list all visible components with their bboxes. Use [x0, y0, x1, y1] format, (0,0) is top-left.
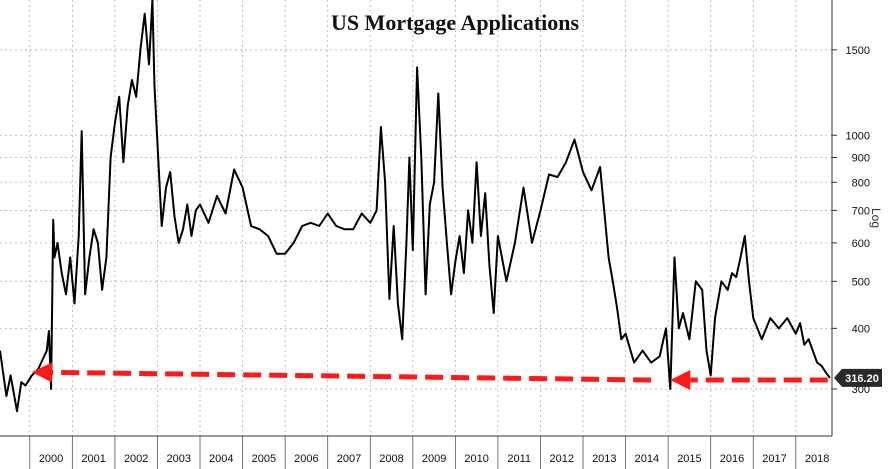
- y-tick-label: 800: [852, 177, 870, 189]
- y-tick-label: 900: [852, 152, 870, 164]
- red-arrow-line-0: [51, 369, 652, 383]
- x-tick-label: 2001: [81, 453, 105, 465]
- x-tick-label: 2013: [592, 453, 616, 465]
- x-tick-label: 2012: [550, 453, 574, 465]
- x-tick-label: 2000: [39, 453, 63, 465]
- x-tick-label: 2011: [507, 453, 531, 465]
- last-value-label: 316.20: [845, 373, 879, 385]
- series-line-0: [0, 0, 831, 413]
- x-tick-label: 2004: [209, 453, 233, 465]
- x-tick-label: 2003: [166, 453, 190, 465]
- x-tick-labels: 2000 2001 2002 2003 2004 2005 2006 2007 2008 2009…: [29, 436, 829, 469]
- y-tick-labels: 300 400 500 600 700 800 900 1000 1500: [832, 45, 870, 396]
- x-tick-label: 2014: [635, 453, 659, 465]
- x-tick-label: 2010: [464, 453, 488, 465]
- x-tick-label: 2009: [422, 453, 446, 465]
- x-tick-label: 2002: [124, 453, 148, 465]
- x-tick-label: 2008: [379, 453, 403, 465]
- y-tick-label: 400: [852, 323, 870, 335]
- x-tick-label: 2017: [762, 453, 786, 465]
- red-arrowhead-1: [670, 370, 691, 391]
- annotation-layer: [31, 362, 828, 391]
- last-value-badge: 316.20: [834, 368, 882, 387]
- y-axis-label: Log: [869, 208, 883, 228]
- x-tick-label: 2015: [677, 453, 701, 465]
- axis-layer: [0, 0, 833, 437]
- chart-title: US Mortgage Applications: [331, 10, 580, 35]
- x-tick-label: 2016: [720, 453, 744, 465]
- y-tick-label: 1500: [846, 45, 870, 57]
- y-tick-label: 600: [852, 238, 870, 250]
- x-tick-label: 2007: [337, 453, 361, 465]
- red-arrowhead-0: [31, 362, 53, 383]
- y-tick-label: 300: [852, 384, 870, 396]
- last-value-box: [834, 368, 882, 387]
- y-tick-label: 700: [852, 205, 870, 217]
- series-layer: [0, 0, 831, 413]
- y-tick-label: 500: [852, 276, 870, 288]
- y-tick-label: 1000: [846, 130, 870, 142]
- x-tick-label: 2006: [294, 453, 318, 465]
- x-tick-label: 2018: [805, 453, 829, 465]
- x-tick-label: 2005: [252, 453, 276, 465]
